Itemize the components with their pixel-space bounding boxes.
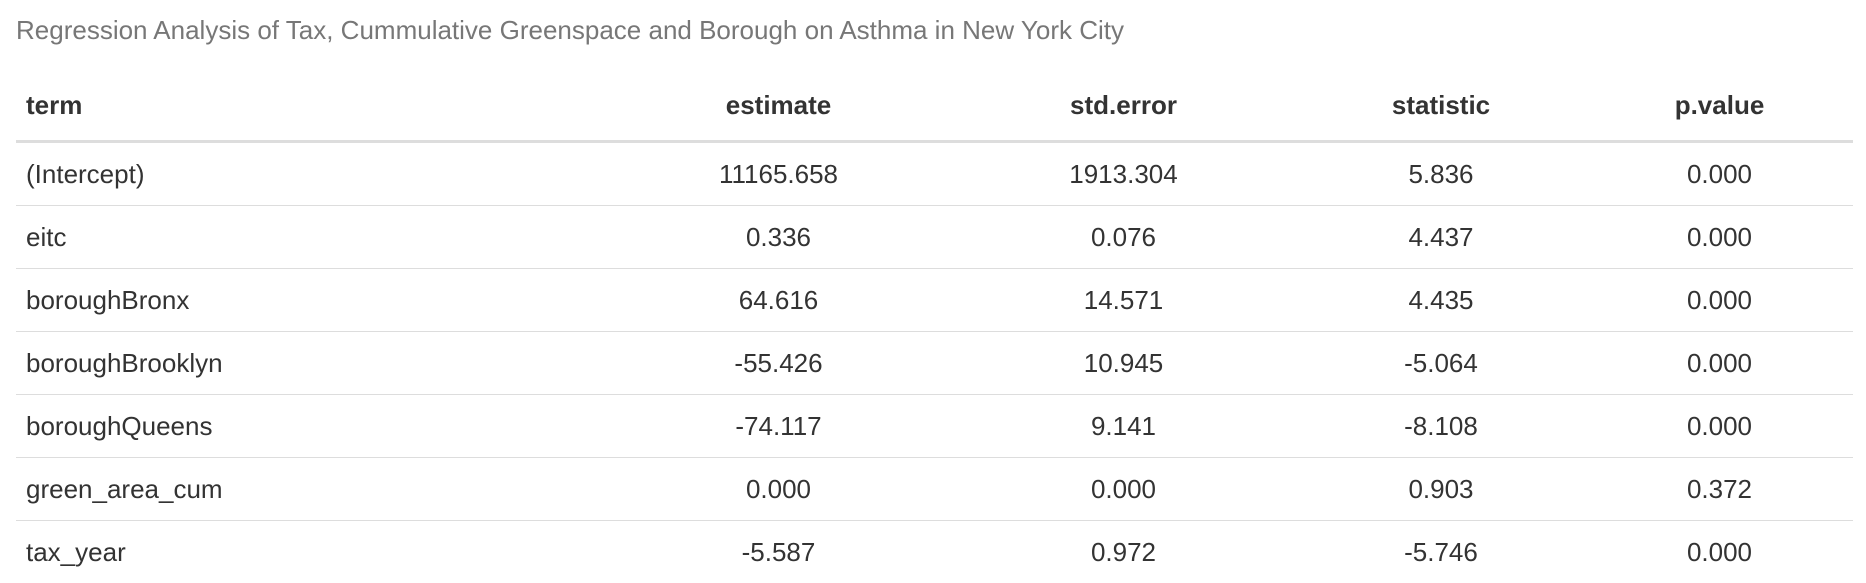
cell-estimate: 0.000	[606, 458, 951, 521]
cell-p-value: 0.000	[1586, 521, 1853, 583]
cell-p-value: 0.372	[1586, 458, 1853, 521]
column-header-statistic: statistic	[1296, 70, 1586, 142]
cell-statistic: 4.435	[1296, 269, 1586, 332]
cell-estimate: -74.117	[606, 395, 951, 458]
table-row: tax_year -5.587 0.972 -5.746 0.000	[16, 521, 1853, 583]
table-body: (Intercept) 11165.658 1913.304 5.836 0.0…	[16, 142, 1853, 583]
header-row: term estimate std.error statistic p.valu…	[16, 70, 1853, 142]
table-row: green_area_cum 0.000 0.000 0.903 0.372	[16, 458, 1853, 521]
cell-std-error: 0.000	[951, 458, 1296, 521]
cell-term: eitc	[16, 206, 606, 269]
cell-term: boroughBrooklyn	[16, 332, 606, 395]
cell-statistic: 4.437	[1296, 206, 1586, 269]
column-header-estimate: estimate	[606, 70, 951, 142]
cell-p-value: 0.000	[1586, 142, 1853, 206]
cell-std-error: 10.945	[951, 332, 1296, 395]
table-row: boroughQueens -74.117 9.141 -8.108 0.000	[16, 395, 1853, 458]
cell-statistic: -8.108	[1296, 395, 1586, 458]
table-caption: Regression Analysis of Tax, Cummulative …	[16, 12, 1866, 48]
cell-term: green_area_cum	[16, 458, 606, 521]
table-row: (Intercept) 11165.658 1913.304 5.836 0.0…	[16, 142, 1853, 206]
cell-statistic: -5.064	[1296, 332, 1586, 395]
cell-term: boroughQueens	[16, 395, 606, 458]
cell-p-value: 0.000	[1586, 395, 1853, 458]
column-header-p-value: p.value	[1586, 70, 1853, 142]
regression-table: term estimate std.error statistic p.valu…	[16, 70, 1853, 583]
cell-term: tax_year	[16, 521, 606, 583]
cell-estimate: 11165.658	[606, 142, 951, 206]
cell-std-error: 0.972	[951, 521, 1296, 583]
cell-p-value: 0.000	[1586, 269, 1853, 332]
cell-std-error: 9.141	[951, 395, 1296, 458]
table-row: boroughBrooklyn -55.426 10.945 -5.064 0.…	[16, 332, 1853, 395]
table-row: eitc 0.336 0.076 4.437 0.000	[16, 206, 1853, 269]
cell-p-value: 0.000	[1586, 332, 1853, 395]
cell-estimate: 0.336	[606, 206, 951, 269]
column-header-std-error: std.error	[951, 70, 1296, 142]
cell-term: (Intercept)	[16, 142, 606, 206]
cell-estimate: -5.587	[606, 521, 951, 583]
cell-term: boroughBronx	[16, 269, 606, 332]
cell-statistic: 0.903	[1296, 458, 1586, 521]
column-header-term: term	[16, 70, 606, 142]
cell-statistic: 5.836	[1296, 142, 1586, 206]
table-header: term estimate std.error statistic p.valu…	[16, 70, 1853, 142]
cell-std-error: 0.076	[951, 206, 1296, 269]
cell-std-error: 14.571	[951, 269, 1296, 332]
cell-std-error: 1913.304	[951, 142, 1296, 206]
cell-estimate: -55.426	[606, 332, 951, 395]
cell-p-value: 0.000	[1586, 206, 1853, 269]
table-row: boroughBronx 64.616 14.571 4.435 0.000	[16, 269, 1853, 332]
cell-estimate: 64.616	[606, 269, 951, 332]
cell-statistic: -5.746	[1296, 521, 1586, 583]
